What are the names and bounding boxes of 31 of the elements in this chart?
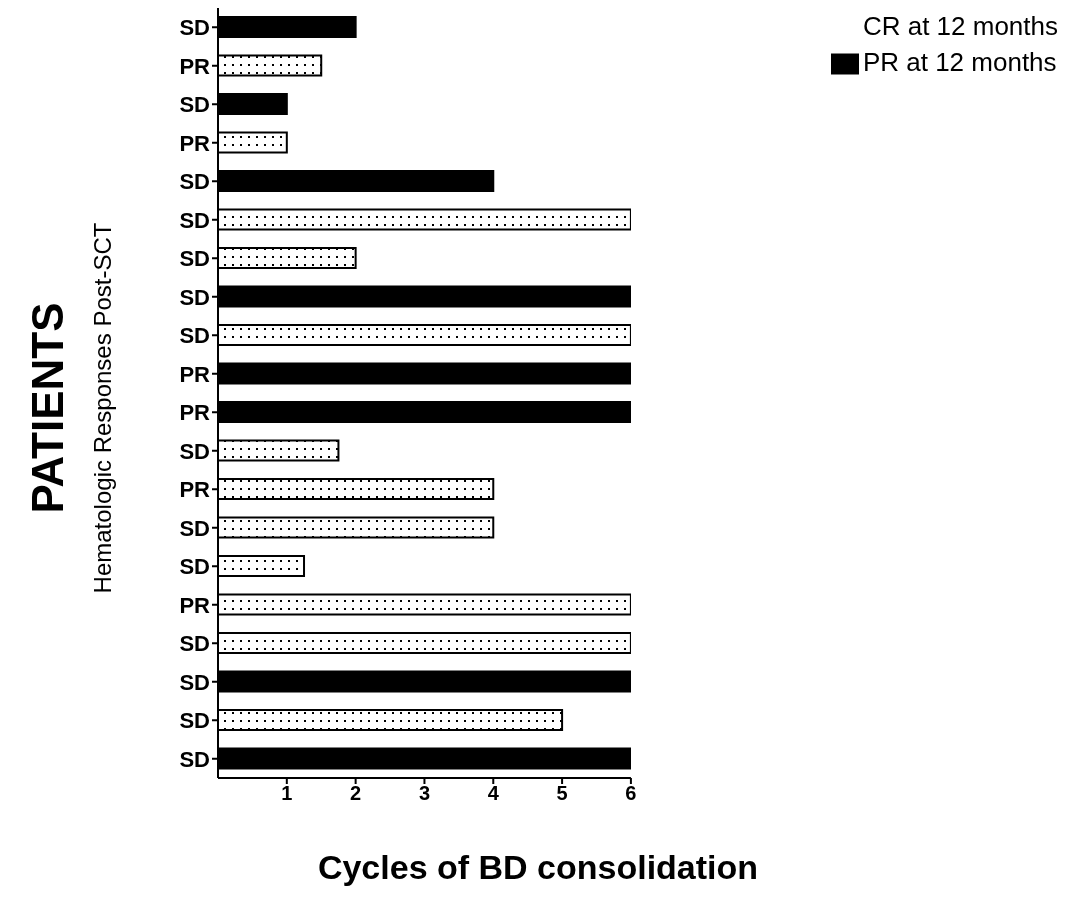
- y-tick-label: SD: [179, 284, 210, 310]
- y-tick-label: SD: [179, 746, 210, 772]
- y-tick-label: PR: [179, 53, 211, 79]
- legend-label: PR at 12 months: [862, 47, 1057, 77]
- y-tick-label: SD: [179, 708, 210, 734]
- y-tick-label: SD: [179, 631, 210, 657]
- x-axis-title: Cycles of BD consolidation: [316, 848, 760, 887]
- x-tick-label: 5: [556, 782, 568, 805]
- x-tick-label: 4: [487, 782, 500, 805]
- y-tick-label: SD: [179, 92, 210, 118]
- y-tick-label: PR: [179, 477, 211, 503]
- text: CR at 12 months: [862, 11, 1058, 41]
- y-tick-label: SD: [179, 323, 210, 349]
- y-tick-label: SD: [179, 438, 210, 464]
- y-tick-label: SD: [179, 669, 210, 695]
- y-tick-label: SD: [179, 169, 210, 195]
- y-tick-label: SD: [179, 207, 210, 233]
- y-axis-title: Hematologic Responses Post-SCT: [89, 222, 117, 594]
- y-tick-label: SD: [179, 246, 210, 272]
- y-tick-label: SD: [179, 515, 210, 541]
- x-tick-label: 6: [625, 782, 637, 805]
- x-tick-label: 2: [350, 782, 362, 805]
- y-tick-label: PR: [179, 361, 211, 387]
- y-tick-label: PR: [179, 130, 211, 156]
- y-tick-label: SD: [179, 554, 210, 580]
- x-tick-label: 1: [281, 782, 293, 805]
- y-tick-label: PR: [179, 592, 211, 618]
- y-tick-label: SD: [179, 15, 210, 41]
- text: PATIENTS: [23, 302, 73, 514]
- y-tick-label: PR: [179, 400, 211, 426]
- x-tick-label: 3: [418, 782, 431, 805]
